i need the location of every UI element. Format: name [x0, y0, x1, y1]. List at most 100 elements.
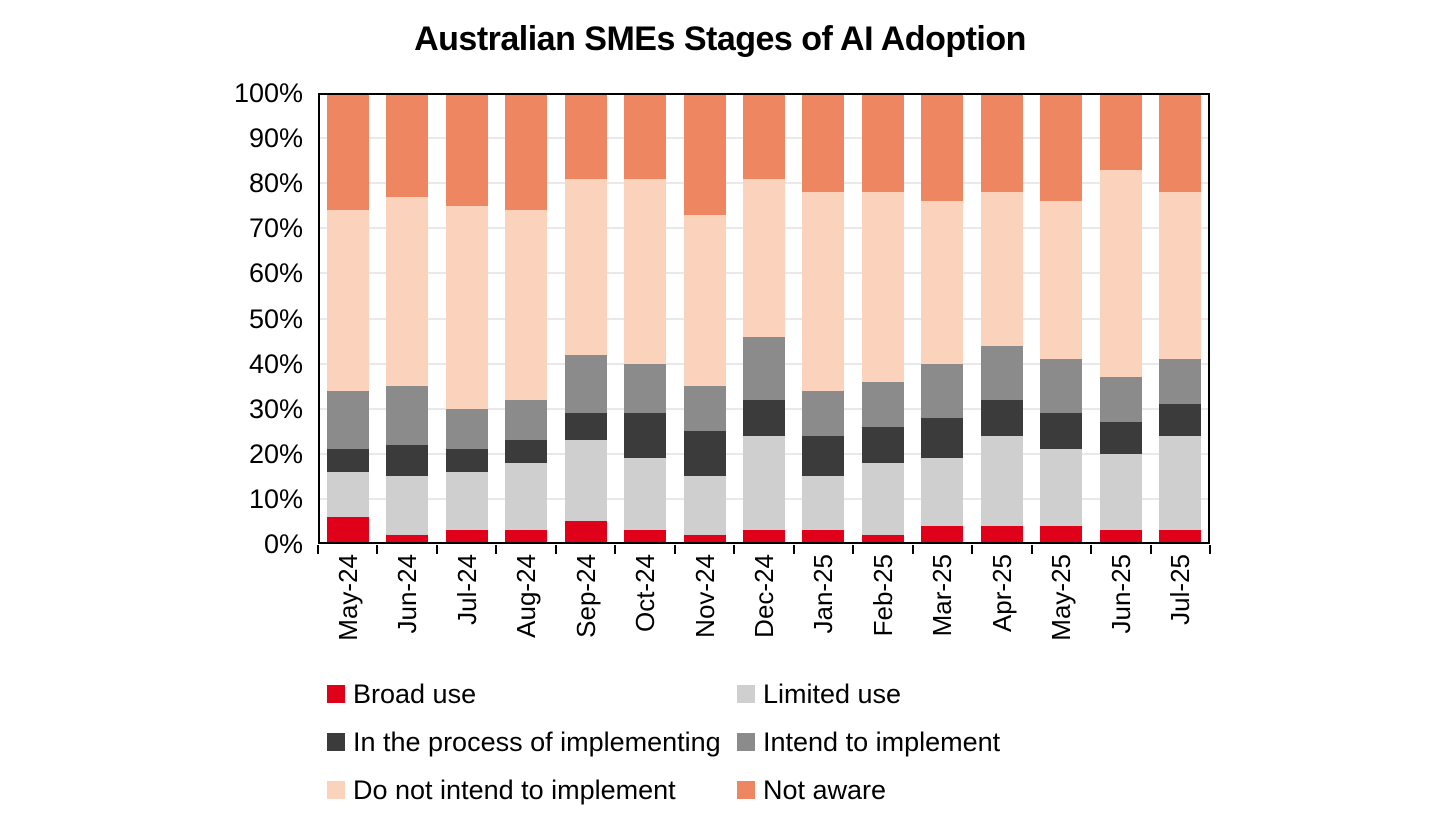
bar-segment	[564, 521, 607, 544]
bar-segment	[1040, 201, 1083, 360]
bar-segment	[802, 476, 845, 531]
bar-segment	[683, 476, 726, 535]
bar-segment	[802, 192, 845, 391]
bar-segment	[564, 93, 607, 179]
bar-segment	[683, 534, 726, 544]
bar-segment	[386, 444, 429, 477]
y-axis-label: 0%	[263, 529, 303, 559]
bar-segment	[683, 431, 726, 477]
legend-item: Intend to implement	[737, 728, 1000, 756]
bar-segment	[1099, 93, 1142, 170]
bar-segment	[624, 178, 667, 364]
y-axis-label: 70%	[248, 213, 303, 244]
legend-item: Limited use	[737, 680, 901, 708]
x-axis-label: Nov-24	[689, 554, 720, 638]
legend-label: Intend to implement	[763, 727, 1001, 757]
bar-segment	[1159, 359, 1202, 405]
bar-segment	[980, 192, 1023, 346]
y-axis-label: 80%	[248, 168, 303, 199]
plot-area	[318, 93, 1210, 544]
bar-segment	[802, 435, 845, 477]
bar-segment	[1159, 93, 1202, 193]
bar-segment	[1159, 404, 1202, 436]
bar-segment	[386, 534, 429, 544]
bar-segment	[921, 417, 964, 459]
x-axis-tick	[852, 545, 855, 554]
bar-segment	[624, 363, 667, 414]
legend-swatch	[737, 781, 755, 799]
legend-swatch	[737, 733, 755, 751]
bar-segment	[1040, 525, 1083, 544]
bar-segment	[564, 354, 607, 414]
y-axis-label: 100%	[233, 78, 303, 108]
bar-segment	[505, 210, 548, 400]
bar-segment	[445, 205, 488, 409]
bar-segment	[980, 435, 1023, 526]
bar-segment	[980, 399, 1023, 436]
x-axis-tick	[1030, 545, 1033, 554]
bar-segment	[980, 93, 1023, 193]
bar-segment	[1159, 530, 1202, 544]
bar-segment	[921, 525, 964, 544]
x-axis-label: Mar-25	[927, 554, 958, 637]
bar-segment	[445, 449, 488, 472]
legend-swatch	[327, 685, 345, 703]
bar-segment	[1040, 413, 1083, 450]
bar-segment	[326, 471, 369, 517]
x-axis-label: Jan-25	[808, 554, 839, 634]
y-axis-label: 20%	[248, 438, 303, 469]
x-axis-label: Sep-24	[570, 554, 601, 638]
bar-segment	[386, 476, 429, 535]
x-axis-label: Jun-25	[1105, 554, 1136, 634]
bar-segment	[921, 93, 964, 202]
y-axis-label: 10%	[248, 483, 303, 514]
bar-segment	[1159, 435, 1202, 531]
x-axis-tick	[792, 545, 795, 554]
bar-segment	[1099, 169, 1142, 378]
x-axis-label: Feb-25	[867, 554, 898, 637]
bar-segment	[743, 93, 785, 179]
bar-segment	[326, 449, 369, 472]
y-axis-label: 30%	[248, 393, 303, 424]
x-axis-label: May-24	[332, 554, 363, 641]
bar-segment	[1099, 453, 1142, 531]
x-axis-tick	[554, 545, 557, 554]
x-axis-label: Oct-24	[630, 554, 661, 633]
legend-swatch	[737, 685, 755, 703]
legend-item: In the process of implementing	[327, 728, 721, 756]
bar-segment	[445, 471, 488, 531]
x-axis-tick	[911, 545, 914, 554]
bar-segment	[683, 214, 726, 387]
bar-segment	[624, 458, 667, 531]
bar-segment	[386, 386, 429, 445]
x-axis-tick	[376, 545, 379, 554]
legend-swatch	[327, 781, 345, 799]
bar-segment	[624, 413, 667, 459]
x-axis-label: Apr-25	[986, 554, 1017, 633]
legend-label: Not aware	[763, 775, 887, 805]
bar-segment	[505, 440, 548, 463]
bar-segment	[505, 530, 548, 544]
legend-label: Limited use	[763, 679, 902, 709]
legend-label: Do not intend to implement	[353, 775, 676, 805]
legend-label: In the process of implementing	[353, 727, 721, 757]
x-axis-tick	[733, 545, 736, 554]
bar-segment	[861, 534, 904, 544]
bar-segment	[386, 196, 429, 387]
bar-segment	[802, 530, 845, 544]
x-axis-tick	[317, 545, 319, 554]
y-axis-label: 40%	[248, 348, 303, 379]
x-axis-tick	[1149, 545, 1152, 554]
bar-segment	[505, 462, 548, 531]
bar-segment	[861, 426, 904, 463]
x-axis-tick	[1090, 545, 1093, 554]
bar-segment	[1099, 422, 1142, 454]
x-axis-label: Aug-24	[511, 554, 542, 638]
bar-segment	[564, 178, 607, 355]
x-axis-label: Jul-25	[1165, 554, 1196, 625]
legend-item: Do not intend to implement	[327, 776, 676, 804]
bar-segment	[921, 201, 964, 364]
x-axis-tick	[495, 545, 498, 554]
bar-segment	[861, 462, 904, 535]
